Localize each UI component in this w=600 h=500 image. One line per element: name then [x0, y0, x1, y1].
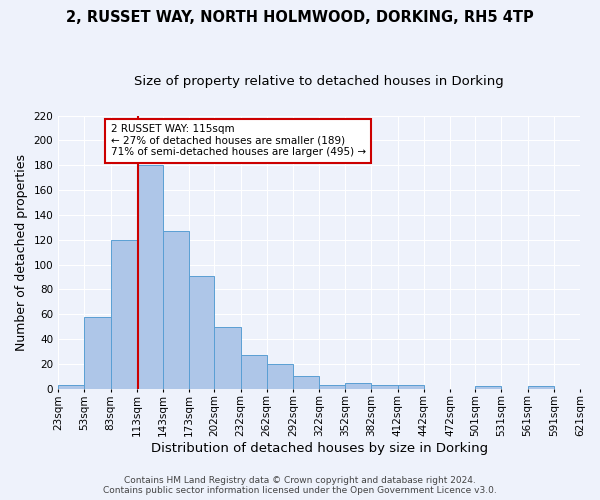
- Bar: [371, 385, 398, 389]
- Bar: [137, 165, 163, 389]
- Bar: [319, 385, 345, 389]
- Text: 2 RUSSET WAY: 115sqm
← 27% of detached houses are smaller (189)
71% of semi-deta: 2 RUSSET WAY: 115sqm ← 27% of detached h…: [110, 124, 365, 158]
- Bar: [214, 326, 241, 389]
- Text: 2, RUSSET WAY, NORTH HOLMWOOD, DORKING, RH5 4TP: 2, RUSSET WAY, NORTH HOLMWOOD, DORKING, …: [66, 10, 534, 25]
- Title: Size of property relative to detached houses in Dorking: Size of property relative to detached ho…: [134, 75, 504, 88]
- Y-axis label: Number of detached properties: Number of detached properties: [15, 154, 28, 350]
- Text: Contains HM Land Registry data © Crown copyright and database right 2024.
Contai: Contains HM Land Registry data © Crown c…: [103, 476, 497, 495]
- Bar: [267, 364, 293, 389]
- Bar: [345, 382, 371, 389]
- Bar: [189, 276, 214, 389]
- Bar: [58, 385, 85, 389]
- Bar: [110, 240, 137, 389]
- Bar: [398, 385, 424, 389]
- Bar: [163, 231, 189, 389]
- Bar: [293, 376, 319, 389]
- X-axis label: Distribution of detached houses by size in Dorking: Distribution of detached houses by size …: [151, 442, 488, 455]
- Bar: [475, 386, 502, 389]
- Bar: [85, 316, 110, 389]
- Bar: [241, 355, 267, 389]
- Bar: [527, 386, 554, 389]
